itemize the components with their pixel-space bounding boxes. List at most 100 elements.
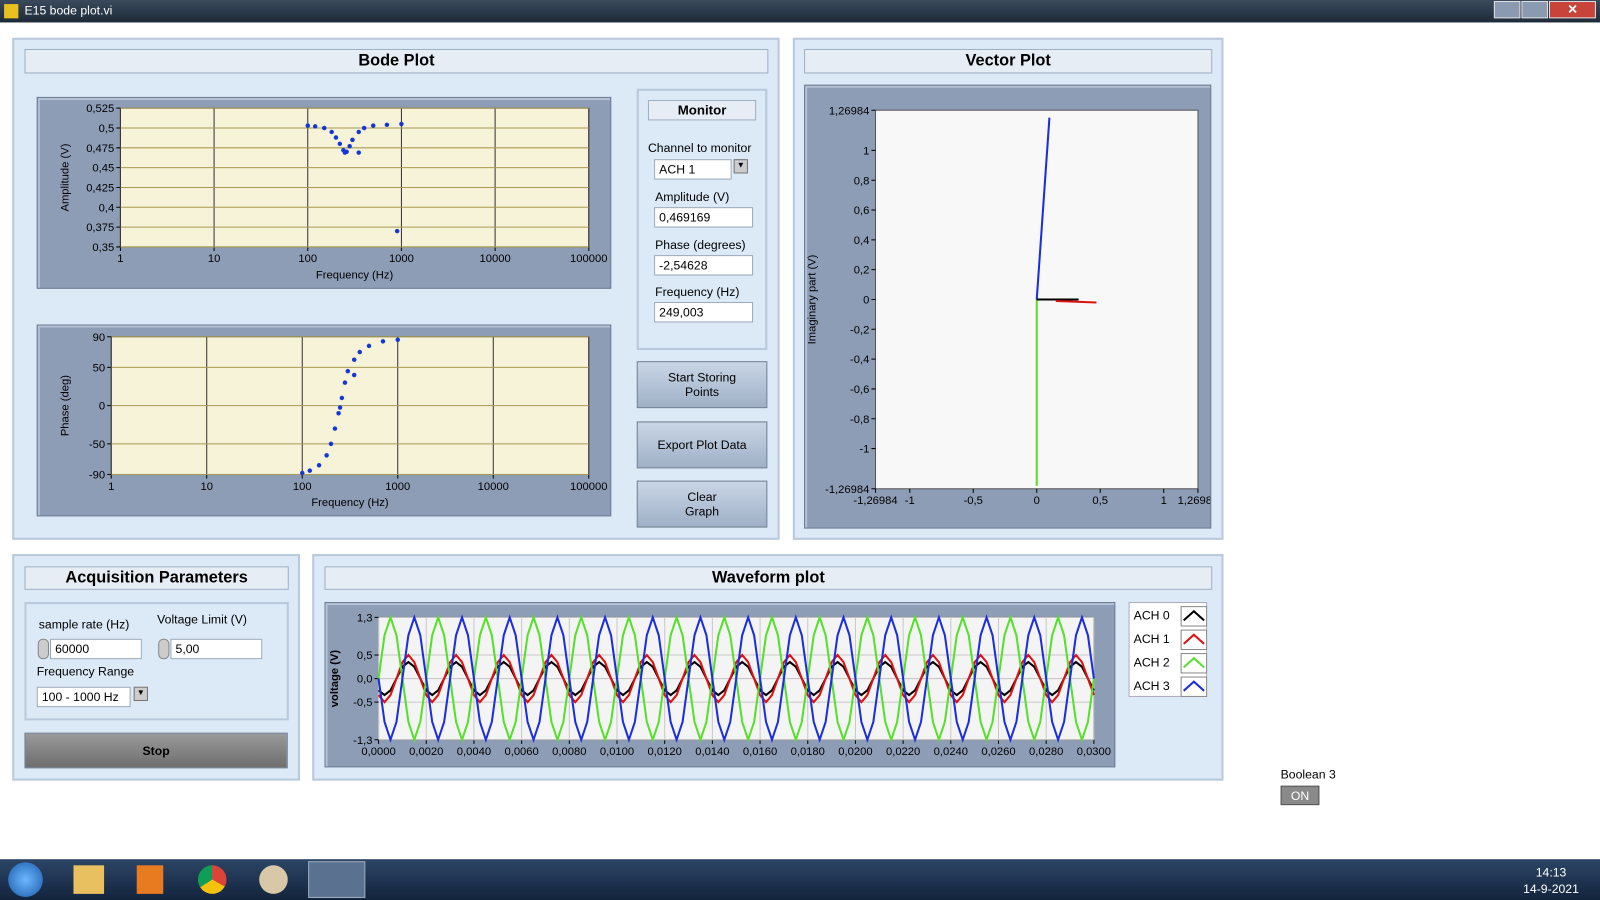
window-title: E15 bode plot.vi bbox=[24, 3, 113, 18]
legend-swatch bbox=[1180, 629, 1208, 650]
x-tick-label: -1,26984 bbox=[853, 495, 897, 507]
legend-label: ACH 2 bbox=[1133, 655, 1170, 670]
dropdown-arrow[interactable]: ▼ bbox=[733, 159, 748, 174]
legend-label: ACH 3 bbox=[1133, 678, 1170, 693]
x-tick-label: -0,5 bbox=[964, 495, 983, 507]
data-point bbox=[322, 125, 327, 131]
y-tick-label: -90 bbox=[89, 470, 105, 482]
dropdown-arrow[interactable]: ▼ bbox=[133, 686, 148, 702]
panel-title: Acquisition Parameters bbox=[24, 566, 289, 590]
y-tick-label: 1 bbox=[863, 146, 869, 158]
data-point bbox=[394, 228, 400, 234]
taskbar-icon-active[interactable] bbox=[308, 861, 366, 898]
y-tick-label: -0,2 bbox=[850, 324, 869, 336]
stop-button[interactable]: Stop bbox=[24, 732, 288, 769]
legend-line bbox=[1182, 656, 1205, 669]
y-tick-label: 90 bbox=[93, 332, 105, 344]
start-button[interactable] bbox=[8, 862, 43, 897]
close-button[interactable]: ✕ bbox=[1548, 1, 1596, 19]
data-point bbox=[361, 125, 367, 131]
amplitude-indicator: 0,469169 bbox=[654, 207, 754, 228]
x-tick-label: 100 bbox=[298, 253, 317, 265]
x-tick-label: -1 bbox=[905, 495, 915, 507]
x-tick-label: 10 bbox=[200, 481, 212, 493]
x-tick-label: 0,0000 bbox=[361, 746, 395, 758]
y-tick-label: -0,6 bbox=[850, 384, 869, 396]
label: Frequency (Hz) bbox=[655, 284, 740, 299]
sample-rate-input[interactable]: 60000 bbox=[49, 638, 142, 660]
spinner[interactable] bbox=[37, 638, 49, 660]
x-tick-label: 100000 bbox=[570, 481, 607, 493]
data-point bbox=[336, 411, 341, 416]
legend-entry: ACH 0 bbox=[1134, 606, 1208, 627]
phase-indicator: -2,54628 bbox=[654, 255, 754, 276]
clear-graph-button[interactable]: Clear Graph bbox=[636, 480, 768, 528]
x-tick-label: 0,0140 bbox=[695, 746, 729, 758]
x-tick-label: 0,0220 bbox=[886, 746, 920, 758]
taskbar-icon[interactable] bbox=[259, 865, 288, 894]
title-bar: E15 bode plot.vi ✕ bbox=[0, 0, 1600, 23]
data-point bbox=[342, 380, 348, 385]
x-tick-label: 100 bbox=[293, 481, 312, 493]
x-tick-label: 0,0260 bbox=[981, 746, 1015, 758]
y-tick-label: 0,2 bbox=[854, 265, 870, 277]
legend-line bbox=[1182, 609, 1205, 622]
label: Channel to monitor bbox=[647, 140, 752, 156]
frequency-range-select[interactable]: 100 - 1000 Hz bbox=[36, 686, 131, 708]
maximize-button[interactable] bbox=[1521, 1, 1548, 19]
app-icon bbox=[4, 4, 19, 19]
data-point bbox=[380, 339, 386, 344]
data-point bbox=[366, 343, 372, 349]
taskbar-icon[interactable] bbox=[136, 865, 164, 894]
data-point bbox=[350, 137, 355, 143]
legend-swatch bbox=[1180, 606, 1208, 627]
y-tick-label: 0,4 bbox=[854, 235, 870, 247]
y-tick-label: 1,3 bbox=[357, 612, 373, 624]
y-tick-label: 0 bbox=[863, 295, 869, 307]
start-storing-button[interactable]: Start Storing Points bbox=[636, 361, 768, 409]
series-line bbox=[1035, 117, 1051, 300]
y-tick-label: -0,4 bbox=[850, 354, 869, 366]
data-point bbox=[305, 123, 310, 128]
export-button[interactable]: Export Plot Data bbox=[636, 421, 768, 469]
x-tick-label: 10 bbox=[208, 253, 220, 265]
data-point bbox=[337, 405, 343, 410]
boolean-button[interactable]: ON bbox=[1280, 785, 1320, 806]
taskbar-icon[interactable] bbox=[73, 865, 105, 894]
x-tick-label: 0,0100 bbox=[600, 746, 634, 758]
taskbar-icon[interactable] bbox=[197, 865, 227, 894]
channel-select[interactable]: ACH 1 bbox=[654, 159, 732, 180]
legend-swatch bbox=[1180, 676, 1208, 697]
taskbar: 14:13 14-9-2021 bbox=[0, 859, 1600, 900]
x-tick-label: 0,0280 bbox=[1029, 746, 1063, 758]
phase-graph: 1 10 100 1000 10000 100000 -90 -50 0 50 90 Frequenc… bbox=[36, 324, 612, 517]
legend-entry: ACH 1 bbox=[1134, 629, 1208, 650]
y-tick-label: -0,5 bbox=[353, 697, 372, 709]
series-line bbox=[377, 614, 1095, 744]
data-point bbox=[337, 141, 343, 147]
x-tick-label: 0,0300 bbox=[1077, 746, 1111, 758]
minimize-button[interactable] bbox=[1493, 1, 1521, 19]
y-axis-label: Amplitude (V) bbox=[59, 143, 71, 211]
clock-time: 14:13 bbox=[1535, 865, 1567, 880]
data-point bbox=[351, 372, 357, 378]
y-tick-label: -50 bbox=[89, 439, 105, 451]
y-tick-label: 1,26984 bbox=[829, 105, 870, 117]
x-tick-label: 10000 bbox=[478, 481, 509, 493]
data-point bbox=[328, 441, 334, 447]
voltage-limit-input[interactable]: 5,00 bbox=[170, 638, 263, 660]
panel-title: Vector Plot bbox=[804, 48, 1213, 74]
y-axis-label: voltage (V) bbox=[329, 650, 341, 708]
data-point bbox=[332, 426, 338, 431]
y-axis-label: Phase (deg) bbox=[59, 375, 71, 436]
data-point bbox=[356, 150, 361, 155]
data-point bbox=[316, 463, 322, 468]
spinner[interactable] bbox=[158, 638, 170, 660]
y-tick-label: -1,3 bbox=[353, 735, 372, 747]
y-tick-label: -0,8 bbox=[850, 414, 869, 426]
data-point bbox=[370, 123, 376, 128]
data-point bbox=[347, 143, 352, 149]
monitor-title: Monitor bbox=[647, 99, 757, 121]
y-tick-label: 0,375 bbox=[86, 222, 114, 234]
